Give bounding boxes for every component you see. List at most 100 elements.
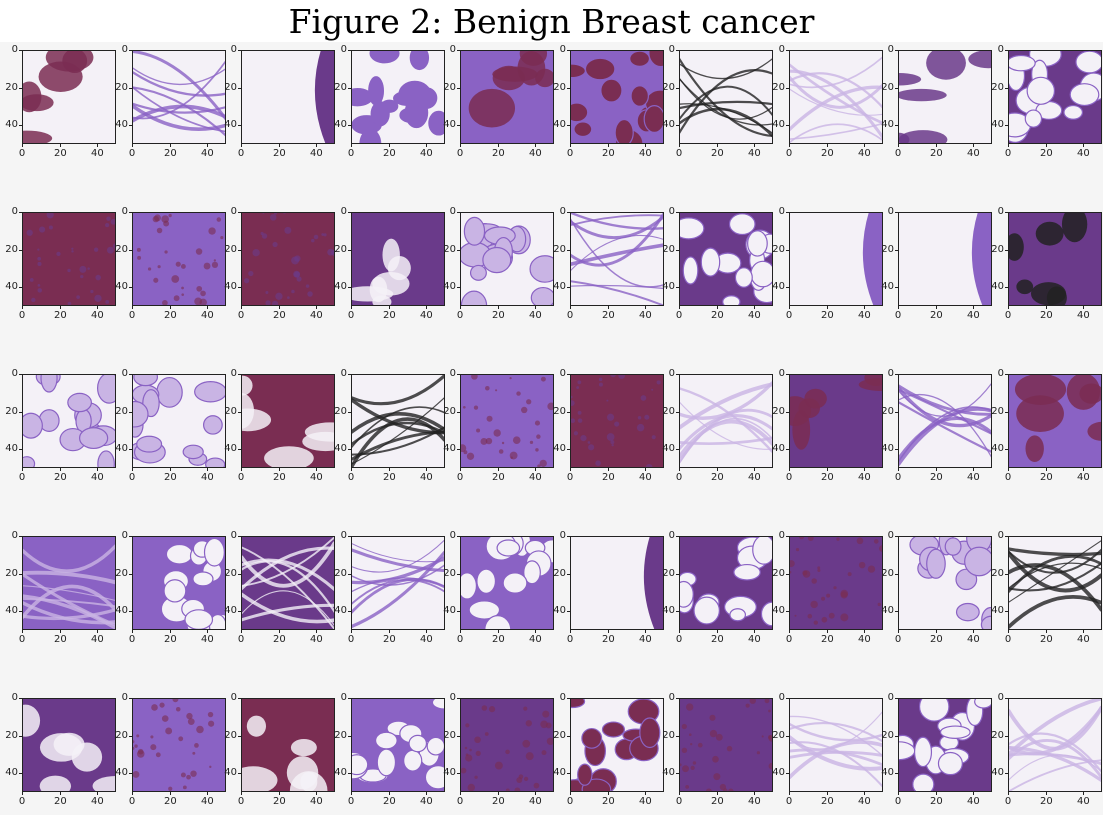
x-tick-label: 0 <box>894 148 902 159</box>
x-tick-mark <box>22 630 23 633</box>
x-tick-mark <box>1008 144 1009 147</box>
x-tick-label: 0 <box>1004 472 1012 483</box>
x-tick-mark <box>170 306 171 309</box>
y-tick-mark <box>348 125 351 126</box>
x-tick-mark <box>864 306 865 309</box>
x-tick-label: 0 <box>237 148 245 159</box>
y-tick-mark <box>19 50 22 51</box>
x-tick-mark <box>207 792 208 795</box>
y-tick-mark <box>457 698 460 699</box>
x-tick-label: 20 <box>383 634 396 645</box>
y-tick-label: 0 <box>559 368 566 379</box>
y-tick-mark <box>567 250 570 251</box>
x-tick-mark <box>97 468 98 471</box>
y-tick-mark <box>676 125 679 126</box>
y-tick-mark <box>895 773 898 774</box>
y-tick-mark <box>567 698 570 699</box>
x-tick-label: 0 <box>785 796 793 807</box>
y-tick-mark <box>19 449 22 450</box>
x-tick-mark <box>207 630 208 633</box>
y-tick-mark <box>348 88 351 89</box>
x-tick-mark <box>973 306 974 309</box>
subplot-panel: 0 0 20 20 40 40 <box>553 207 664 321</box>
y-tick-mark <box>238 125 241 126</box>
y-tick-label: 0 <box>449 530 456 541</box>
subplot-panel: 0 0 20 20 40 40 <box>224 693 335 807</box>
y-tick-mark <box>895 449 898 450</box>
x-tick-label: 20 <box>602 310 615 321</box>
y-tick-label: 20 <box>224 82 237 93</box>
subplot-panel: 0 0 20 20 40 40 <box>991 693 1102 807</box>
y-tick-mark <box>129 736 132 737</box>
x-tick-mark <box>608 792 609 795</box>
x-tick-mark <box>316 630 317 633</box>
y-tick-mark <box>1005 412 1008 413</box>
y-tick-mark <box>129 212 132 213</box>
x-tick-mark <box>22 144 23 147</box>
x-tick-mark <box>789 792 790 795</box>
x-tick-mark <box>460 792 461 795</box>
y-tick-label: 20 <box>991 244 1004 255</box>
y-tick-mark <box>238 212 241 213</box>
x-tick-mark <box>827 144 828 147</box>
y-tick-mark <box>348 698 351 699</box>
y-tick-label: 0 <box>997 530 1004 541</box>
y-tick-mark <box>238 574 241 575</box>
subplot-panel: 0 0 20 20 40 40 <box>334 207 445 321</box>
x-tick-label: 20 <box>821 634 834 645</box>
y-tick-label: 20 <box>224 406 237 417</box>
y-tick-label: 20 <box>772 730 785 741</box>
x-tick-label: 0 <box>894 796 902 807</box>
subplot-panel: 0 0 20 20 40 40 <box>224 207 335 321</box>
y-tick-mark <box>19 412 22 413</box>
y-tick-mark <box>567 536 570 537</box>
y-tick-label: 20 <box>553 244 566 255</box>
x-tick-label: 0 <box>128 310 136 321</box>
y-tick-mark <box>895 50 898 51</box>
y-tick-label: 40 <box>334 605 347 616</box>
y-tick-label: 0 <box>668 44 675 55</box>
y-tick-label: 0 <box>997 368 1004 379</box>
y-tick-mark <box>1005 449 1008 450</box>
y-tick-mark <box>567 449 570 450</box>
x-tick-mark <box>570 144 571 147</box>
x-tick-mark <box>498 468 499 471</box>
y-tick-label: 0 <box>340 368 347 379</box>
y-tick-mark <box>238 536 241 537</box>
x-tick-mark <box>1046 306 1047 309</box>
y-tick-label: 40 <box>991 443 1004 454</box>
x-tick-mark <box>241 792 242 795</box>
tissue-image <box>570 50 664 144</box>
x-tick-mark <box>389 468 390 471</box>
x-tick-label: 0 <box>566 148 574 159</box>
y-tick-label: 0 <box>121 44 128 55</box>
tissue-image <box>460 50 554 144</box>
y-tick-label: 40 <box>881 443 894 454</box>
x-tick-mark <box>645 468 646 471</box>
x-tick-mark <box>789 144 790 147</box>
y-tick-label: 20 <box>553 82 566 93</box>
tissue-image <box>570 698 664 792</box>
x-tick-label: 40 <box>858 796 871 807</box>
tissue-image <box>22 536 116 630</box>
y-tick-mark <box>895 212 898 213</box>
tissue-image <box>460 536 554 630</box>
y-tick-mark <box>786 611 789 612</box>
y-tick-mark <box>895 287 898 288</box>
x-tick-label: 0 <box>456 634 464 645</box>
tissue-image <box>1008 212 1102 306</box>
subplot-panel: 0 0 20 20 40 40 <box>772 693 883 807</box>
y-tick-label: 20 <box>772 406 785 417</box>
x-tick-mark <box>754 306 755 309</box>
x-tick-mark <box>535 468 536 471</box>
x-tick-label: 40 <box>529 634 542 645</box>
x-tick-label: 0 <box>785 472 793 483</box>
y-tick-label: 40 <box>115 767 128 778</box>
y-tick-mark <box>457 212 460 213</box>
x-tick-label: 40 <box>201 148 214 159</box>
x-tick-mark <box>1008 792 1009 795</box>
x-tick-label: 20 <box>164 472 177 483</box>
y-tick-mark <box>1005 536 1008 537</box>
y-tick-mark <box>1005 773 1008 774</box>
y-tick-mark <box>1005 88 1008 89</box>
